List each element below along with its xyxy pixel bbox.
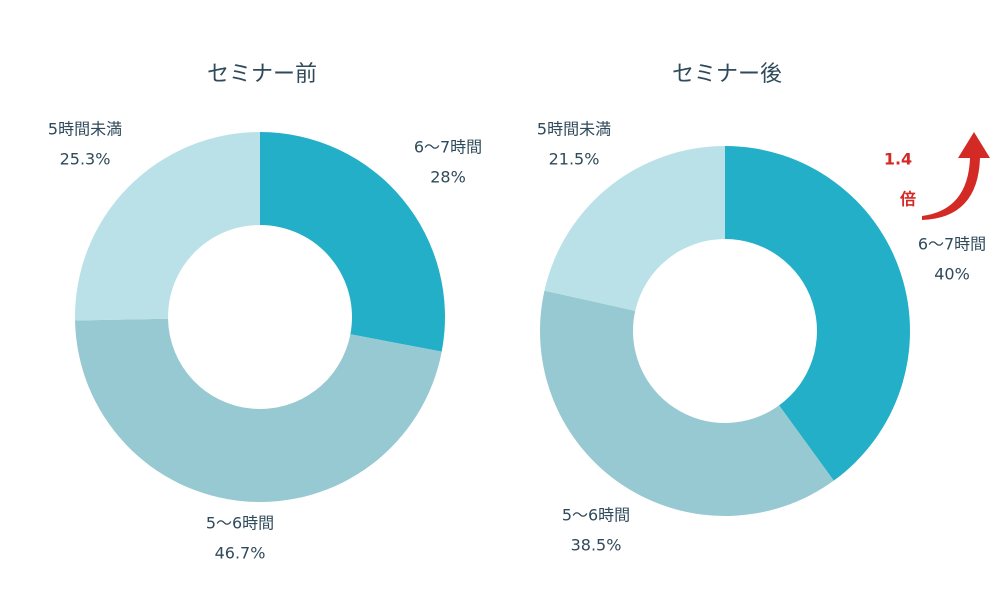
donut-segment bbox=[544, 146, 725, 311]
segment-label: 6〜7時間 bbox=[918, 235, 986, 254]
segment-value: 21.5% bbox=[549, 150, 600, 169]
donut-segment bbox=[75, 318, 442, 502]
segment-label: 5〜6時間 bbox=[206, 514, 274, 533]
segment-label: 5時間未満 bbox=[48, 120, 122, 139]
segment-value: 28% bbox=[430, 168, 466, 187]
segment-label: 5〜6時間 bbox=[562, 506, 630, 525]
donut-segment bbox=[540, 290, 834, 517]
growth-arrow bbox=[922, 132, 990, 220]
segment-value: 46.7% bbox=[215, 544, 266, 563]
segment-value: 25.3% bbox=[60, 150, 111, 169]
segment-label: 6〜7時間 bbox=[414, 138, 482, 157]
donut-segment bbox=[260, 132, 446, 352]
donut-segment bbox=[725, 146, 910, 481]
chart-title: セミナー前 bbox=[207, 62, 317, 87]
donut-segment bbox=[75, 132, 260, 321]
annotation: 1.4 bbox=[884, 150, 912, 169]
segment-label: 5時間未満 bbox=[537, 120, 611, 139]
segment-value: 40% bbox=[934, 265, 970, 284]
annotation: 倍 bbox=[900, 190, 916, 209]
segment-value: 38.5% bbox=[571, 536, 622, 555]
chart-title: セミナー後 bbox=[672, 62, 782, 87]
